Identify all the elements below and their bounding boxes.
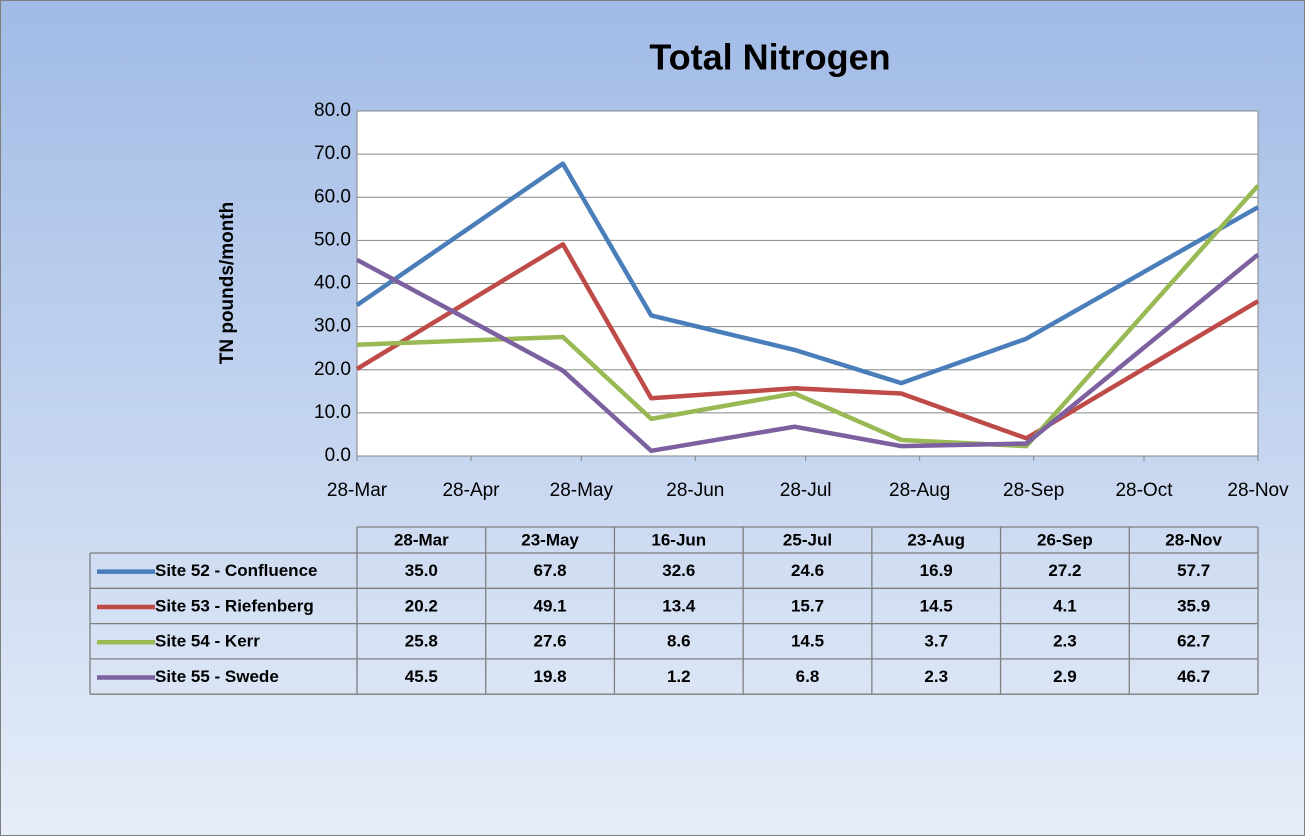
series-line (355, 252, 1260, 454)
x-tick-label: 28-Mar (327, 480, 388, 501)
table-cell: 2.3 (1053, 632, 1077, 651)
table-cell: 4.1 (1053, 596, 1077, 615)
y-tick-label: 80.0 (314, 100, 351, 121)
y-tick-label: 50.0 (314, 229, 351, 250)
table-cell: 15.7 (791, 596, 824, 615)
table-cell: 8.6 (667, 632, 691, 651)
table-cell: 1.2 (667, 667, 691, 686)
table-cell: 14.5 (791, 632, 824, 651)
legend-label: Site 52 - Confluence (155, 561, 317, 580)
table-cell: 35.0 (405, 561, 438, 580)
y-tick-label: 20.0 (314, 359, 351, 380)
table-cell: 13.4 (662, 596, 696, 615)
table-cell: 2.9 (1053, 667, 1077, 686)
table-cell: 24.6 (791, 561, 824, 580)
series-line (355, 242, 1260, 441)
table-header: 16-Jun (651, 530, 706, 549)
table-cell: 32.6 (662, 561, 695, 580)
table-cell: 25.8 (405, 632, 438, 651)
plot-border (356, 110, 1259, 457)
x-tick-label: 28-Aug (889, 480, 950, 501)
legend-label: Site 53 - Riefenberg (155, 596, 314, 615)
table-header: 28-Mar (394, 530, 449, 549)
y-tick-label: 70.0 (314, 143, 351, 164)
table-cell: 35.9 (1177, 596, 1210, 615)
table-cell: 49.1 (534, 596, 567, 615)
y-tick-label: 0.0 (325, 445, 351, 466)
table-cell: 6.8 (796, 667, 820, 686)
y-axis-label: TN pounds/month (217, 202, 238, 365)
table-cell: 57.7 (1177, 561, 1210, 580)
series-line (355, 161, 1260, 386)
table-cell: 27.6 (534, 632, 567, 651)
table-cell: 46.7 (1177, 667, 1210, 686)
table-header: 28-Nov (1165, 530, 1222, 549)
table-cell: 16.9 (920, 561, 953, 580)
y-tick-label: 10.0 (314, 402, 351, 423)
legend-label: Site 55 - Swede (155, 667, 279, 686)
x-tick-label: 28-Jul (780, 480, 832, 501)
y-tick-label: 30.0 (314, 316, 351, 337)
table-header: 26-Sep (1037, 530, 1093, 549)
x-tick-label: 28-Jun (666, 480, 724, 501)
table-header: 23-May (521, 530, 579, 549)
table-cell: 45.5 (405, 667, 438, 686)
table-cell: 67.8 (534, 561, 567, 580)
chart-title: Total Nitrogen (649, 37, 890, 78)
x-tick-label: 28-Sep (1003, 480, 1064, 501)
table-header: 25-Jul (783, 530, 832, 549)
table-cell: 14.5 (920, 596, 953, 615)
legend-label: Site 54 - Kerr (155, 632, 260, 651)
table-cell: 19.8 (534, 667, 567, 686)
y-tick-label: 60.0 (314, 186, 351, 207)
table-cell: 27.2 (1048, 561, 1081, 580)
x-tick-label: 28-Apr (442, 480, 500, 501)
table-header: 23-Aug (907, 530, 965, 549)
table-cell: 3.7 (924, 632, 948, 651)
x-tick-label: 28-Nov (1227, 480, 1289, 501)
table-cell: 20.2 (405, 596, 438, 615)
table-cell: 62.7 (1177, 632, 1210, 651)
series-line (356, 184, 1260, 449)
y-tick-label: 40.0 (314, 273, 351, 294)
x-tick-label: 28-May (550, 480, 614, 501)
x-tick-label: 28-Oct (1115, 480, 1173, 501)
table-cell: 2.3 (924, 667, 948, 686)
